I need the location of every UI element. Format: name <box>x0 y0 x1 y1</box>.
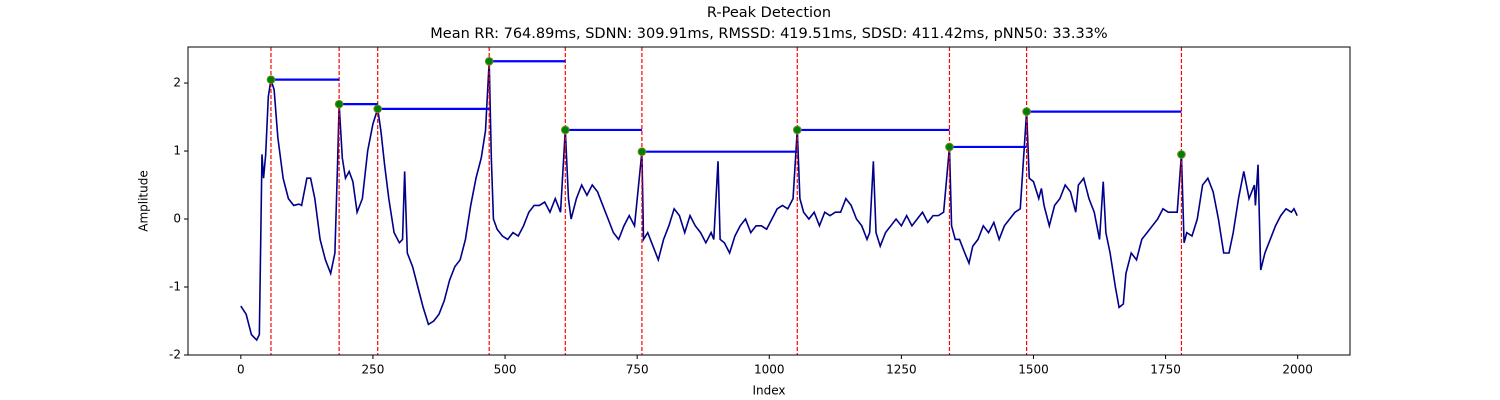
x-tick-label: 1250 <box>886 363 917 377</box>
peak-point <box>266 75 276 84</box>
y-tick-label: -1 <box>169 280 181 294</box>
y-tick-label: 2 <box>173 76 181 90</box>
peak-point <box>560 125 570 135</box>
peak-point <box>484 56 494 66</box>
y-tick-label: -2 <box>169 348 181 362</box>
peak-point <box>637 147 647 157</box>
peak-point <box>334 99 344 109</box>
chart-subtitle: Mean RR: 764.89ms, SDNN: 309.91ms, RMSSD… <box>430 26 1107 42</box>
chart-title: R-Peak Detection <box>707 5 831 21</box>
signal-line <box>240 61 1298 342</box>
x-axis-label: Index <box>752 384 785 398</box>
x-tick-label: 750 <box>626 363 649 377</box>
y-tick-label: 1 <box>173 144 181 158</box>
y-tick-label: 0 <box>173 212 181 226</box>
x-tick-label: 1500 <box>1018 363 1049 377</box>
x-tick-label: 250 <box>361 363 384 377</box>
x-tick-label: 1000 <box>754 363 785 377</box>
peak-point <box>1177 150 1186 159</box>
peak-point <box>373 104 383 114</box>
y-axis-label: Amplitude <box>137 170 151 232</box>
x-tick-label: 0 <box>237 363 245 377</box>
peak-point <box>1022 107 1031 116</box>
x-tick-label: 500 <box>494 363 517 377</box>
x-tick-label: 1750 <box>1150 363 1181 377</box>
peak-point <box>792 125 802 135</box>
peak-point <box>945 142 954 152</box>
plot-frame <box>187 46 1351 356</box>
x-tick-label: 2000 <box>1282 363 1313 377</box>
